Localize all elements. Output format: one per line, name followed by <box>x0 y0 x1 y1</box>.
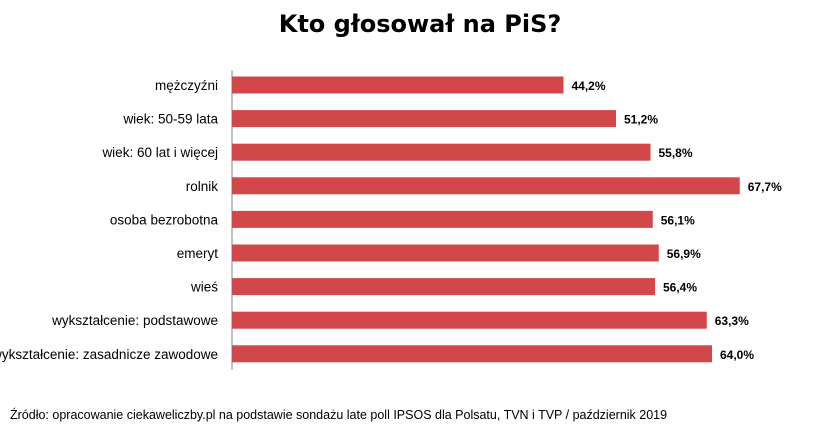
value-label: 51,2% <box>624 113 658 127</box>
bar <box>232 278 655 296</box>
bar <box>232 76 564 94</box>
category-label: mężczyźni <box>155 78 218 93</box>
chart-title: Kto głosował na PiS? <box>278 10 562 38</box>
source-note: Źródło: opracowanie ciekaweliczby.pl na … <box>10 408 668 422</box>
value-label: 56,9% <box>667 247 701 261</box>
category-label: osoba bezrobotna <box>110 212 219 227</box>
bar <box>232 177 740 195</box>
category-label: wiek: 60 lat i więcej <box>101 145 218 160</box>
value-label: 67,7% <box>748 180 782 194</box>
bar-chart: mężczyźni 44,2% wiek: 50-59 lata 51,2% wiek:… <box>0 70 782 370</box>
value-label: 55,8% <box>659 146 693 160</box>
bar <box>232 244 659 262</box>
category-label: wykształcenie: zasadnicze zawodowe <box>0 347 218 362</box>
category-label: wieś <box>190 280 218 295</box>
bar <box>232 143 651 161</box>
value-label: 64,0% <box>720 348 754 362</box>
bar <box>232 210 653 228</box>
bar <box>232 311 707 329</box>
value-label: 56,1% <box>661 213 695 227</box>
bar <box>232 110 616 128</box>
category-label: wiek: 50-59 lata <box>122 112 218 127</box>
value-label: 44,2% <box>572 79 606 93</box>
category-label: rolnik <box>186 179 219 194</box>
category-label: emeryt <box>177 246 219 261</box>
bar <box>232 345 712 363</box>
category-label: wykształcenie: podstawowe <box>51 313 218 328</box>
value-label: 63,3% <box>715 314 749 328</box>
value-label: 56,4% <box>663 281 697 295</box>
